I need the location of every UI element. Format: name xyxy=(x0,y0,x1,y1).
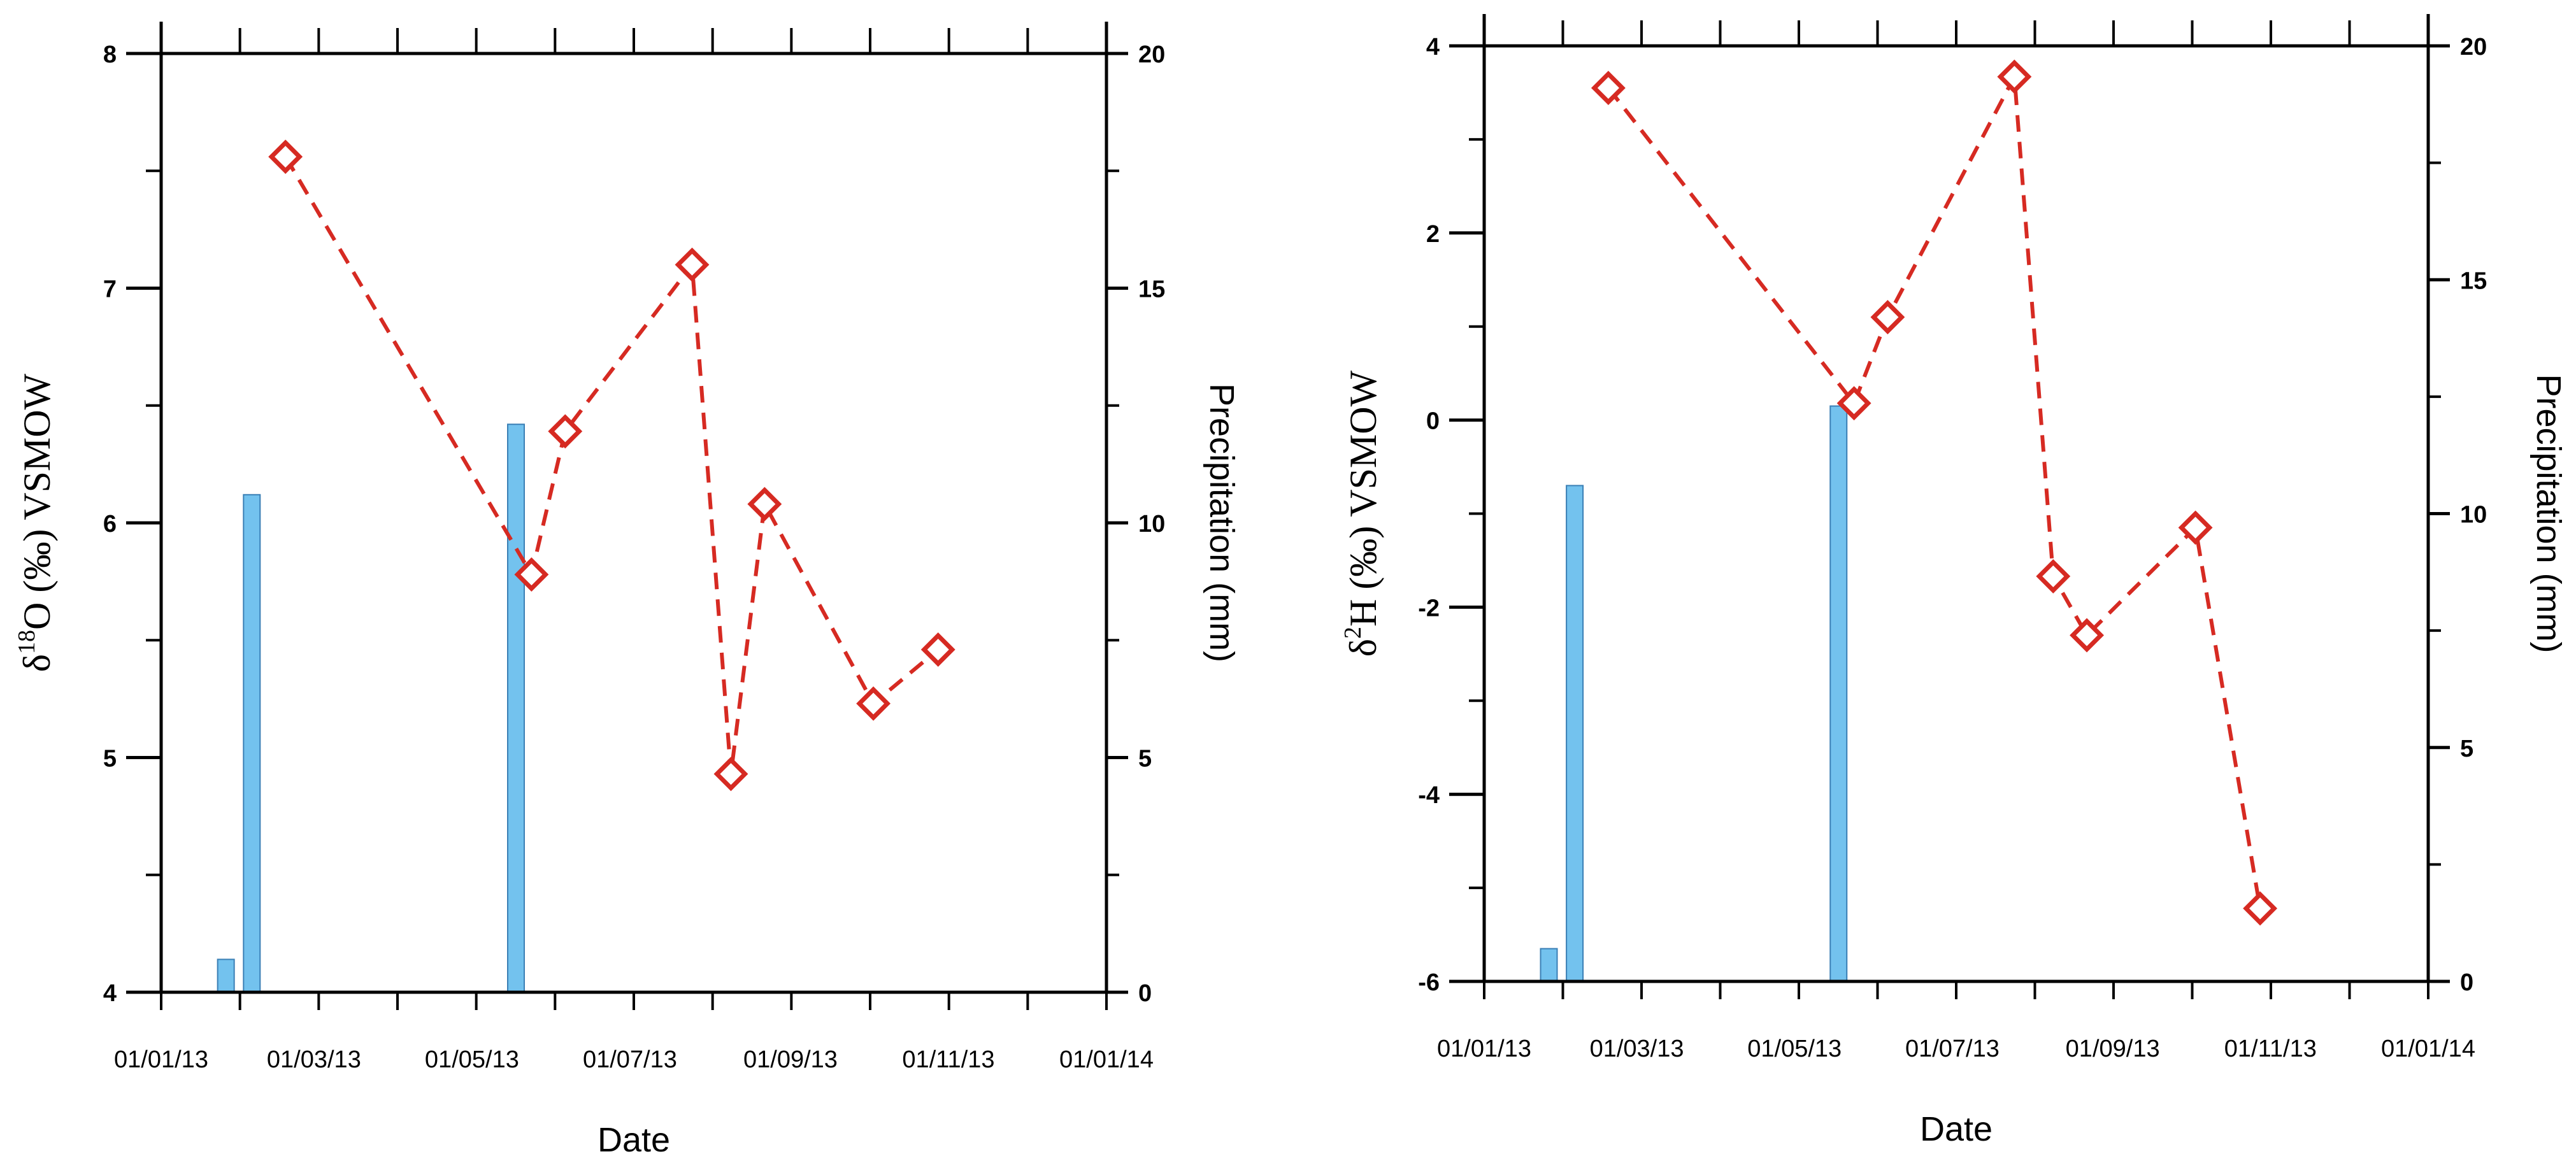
chart0-yl-tick-label-3: 7 xyxy=(103,276,117,303)
chart1-x-tick-label-2: 01/05/13 xyxy=(1747,1036,1842,1062)
chart0-yr-tick-label-2: 10 xyxy=(1138,511,1165,538)
chart1-yl-tick-label-2: -2 xyxy=(1418,595,1440,622)
chart0-isotope-point-6 xyxy=(856,686,891,721)
chart0-precip-bar-0 xyxy=(217,958,235,994)
chart1-x-tick-label-3: 01/07/13 xyxy=(1905,1036,2000,1062)
chart0-yl-tick-label-0: 4 xyxy=(103,980,117,1007)
chart1-x-tick-label-6: 01/01/14 xyxy=(2381,1036,2475,1062)
chart1-yr-tick-label-2: 10 xyxy=(2460,502,2487,529)
chart0-x-tick-label-5: 01/11/13 xyxy=(902,1046,994,1073)
chart1-yl-tick-label-3: 0 xyxy=(1426,408,1440,435)
panel-left-d18o: 01/01/13 01/03/13 01/05/13 01/07/13 01/09/13… xyxy=(13,22,1241,1159)
chart0-x-tick-label-0: 01/01/13 xyxy=(114,1046,208,1073)
chart0-isotope-point-4 xyxy=(713,757,748,792)
chart0-yr-tick-label-3: 15 xyxy=(1138,276,1165,303)
chart0-precip-bar-1 xyxy=(243,494,261,993)
chart0-isotope-line xyxy=(283,155,940,774)
chart1-isotope-line xyxy=(1606,69,2263,909)
chart0-yr-tick-label-1: 5 xyxy=(1138,746,1152,773)
chart1-yr-tick-label-3: 15 xyxy=(2460,267,2487,294)
chart1-x-tick-label-0: 01/01/13 xyxy=(1437,1036,1531,1062)
chart1-precip-bar-1 xyxy=(1566,485,1584,982)
chart0-isotope-point-5 xyxy=(747,487,782,522)
chart0-isotope-point-2 xyxy=(548,414,583,449)
chart1-x-tick-label-5: 01/11/13 xyxy=(2224,1036,2317,1062)
chart0-isotope-point-0 xyxy=(268,139,303,174)
chart0-isotope-point-3 xyxy=(675,247,710,282)
chart0-yr-tick-label-0: 0 xyxy=(1138,980,1152,1007)
chart0-yl-tick-label-4: 8 xyxy=(103,41,117,68)
chart0-y-left-title-delta: δ xyxy=(16,654,58,672)
chart1-yr-tick-label-4: 20 xyxy=(2460,34,2487,61)
chart1-y-left-title-delta: δ xyxy=(1342,639,1384,657)
chart1-isotope-point-5 xyxy=(2070,618,2104,653)
chart1-y-right-axis-title: Precipitation (mm) xyxy=(2529,374,2568,653)
chart1-isotope-point-7 xyxy=(2243,891,2278,926)
chart1-y-left-title-superscript: 2 xyxy=(1340,627,1366,639)
chart0-x-tick-label-6: 01/01/14 xyxy=(1059,1046,1154,1073)
chart1-isotope-point-2 xyxy=(1870,300,1905,334)
chart1-x-axis-title: Date xyxy=(1920,1110,1993,1148)
chart1-precip-bar-0 xyxy=(1540,948,1558,982)
panel-right-d2h: 01/01/13 01/03/13 01/05/13 01/07/13 01/09/13… xyxy=(1340,14,2568,1148)
chart0-y-left-axis-title: δ18O (‰) VSMOW xyxy=(13,373,58,672)
chart0-precip-bar-2 xyxy=(507,424,526,993)
chart0-yr-tick-label-4: 20 xyxy=(1138,41,1165,68)
chart1-isotope-point-0 xyxy=(1591,71,1626,106)
chart1-x-tick-label-4: 01/09/13 xyxy=(2066,1036,2160,1062)
chart0-x-tick-label-2: 01/05/13 xyxy=(425,1046,519,1073)
chart0-isotope-point-7 xyxy=(920,632,955,667)
chart1-isotope-point-6 xyxy=(2178,510,2213,545)
chart1-y-left-axis-title: δ2H (‰) VSMOW xyxy=(1340,370,1384,657)
chart0-isotope-point-1 xyxy=(514,557,549,592)
chart1-yl-tick-label-4: 2 xyxy=(1426,221,1440,248)
chart0-x-tick-label-1: 01/03/13 xyxy=(267,1046,361,1073)
chart0-yl-tick-label-2: 6 xyxy=(103,511,117,538)
chart0-yl-tick-label-1: 5 xyxy=(103,746,117,773)
chart0-x-axis-title: Date xyxy=(597,1121,670,1159)
chart1-yr-tick-label-0: 0 xyxy=(2460,969,2473,996)
chart1-yl-tick-label-5: 4 xyxy=(1426,34,1440,61)
chart0-y-left-title-rest: O (‰) VSMOW xyxy=(16,373,58,630)
chart1-isotope-point-4 xyxy=(2036,559,2071,594)
chart1-isotope-point-3 xyxy=(1997,59,2032,94)
chart1-y-left-title-rest: H (‰) VSMOW xyxy=(1342,370,1384,627)
chart1-yl-tick-label-1: -4 xyxy=(1418,782,1440,809)
chart0-y-right-axis-title: Precipitation (mm) xyxy=(1203,383,1241,662)
chart0-y-left-title-superscript: 18 xyxy=(13,630,40,654)
chart1-x-tick-label-1: 01/03/13 xyxy=(1590,1036,1684,1062)
chart1-yr-tick-label-1: 5 xyxy=(2460,736,2473,762)
chart0-x-tick-label-3: 01/07/13 xyxy=(583,1046,677,1073)
chart0-x-tick-label-4: 01/09/13 xyxy=(743,1046,838,1073)
chart1-yl-tick-label-0: -6 xyxy=(1418,969,1440,996)
chart1-isotope-point-1 xyxy=(1836,386,1871,421)
chart1-precip-bar-2 xyxy=(1829,405,1848,982)
